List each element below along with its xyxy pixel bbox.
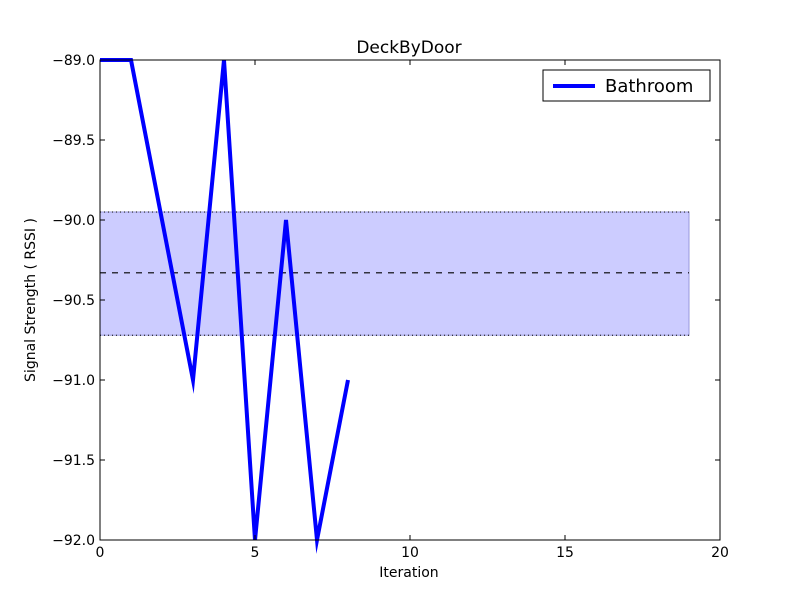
plot-area: 0 5 10 15 20 −89.0 −89.5 −90.0 −90.5 −91.0 −91.5 −9… (52, 53, 729, 561)
y-tick-label: −89.5 (52, 133, 95, 149)
legend: Bathroom (542, 69, 711, 102)
x-tick-label: 20 (711, 545, 729, 561)
y-tick-label: −91.0 (52, 373, 95, 389)
x-tick-label: 15 (556, 545, 574, 561)
x-axis-label: Iteration (379, 565, 438, 581)
legend-label-bathroom: Bathroom (605, 76, 693, 97)
y-tick-label: −92.0 (52, 533, 95, 549)
y-tick-label: −89.0 (52, 53, 95, 69)
y-tick-label: −90.0 (52, 213, 95, 229)
x-tick-label: 10 (401, 545, 419, 561)
y-axis-label: Signal Strength ( RSSI ) (23, 218, 39, 382)
y-tick-label: −90.5 (52, 293, 95, 309)
x-tick-label: 0 (96, 545, 105, 561)
x-tick-label: 5 (251, 545, 260, 561)
chart-title: DeckByDoor (356, 38, 461, 58)
band-fill (99, 211, 690, 336)
y-tick-label: −91.5 (52, 453, 95, 469)
